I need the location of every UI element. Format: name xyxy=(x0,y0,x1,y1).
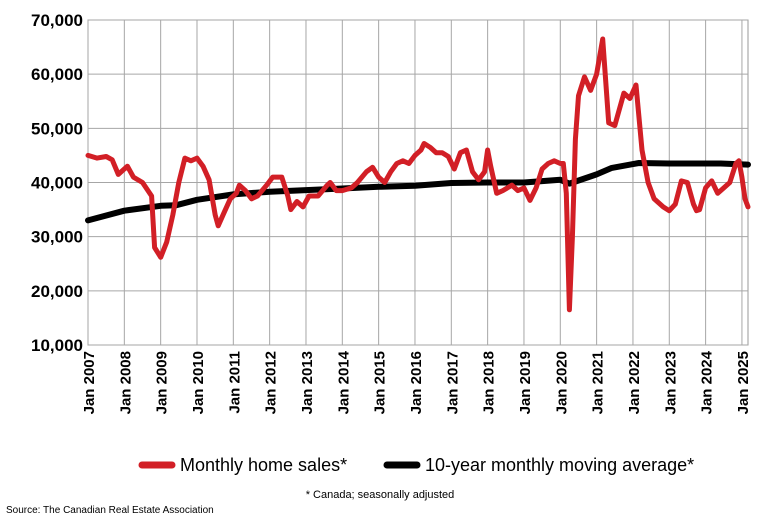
x-tick-label: Jan 2024 xyxy=(699,350,716,414)
x-tick-label: Jan 2008 xyxy=(117,351,134,414)
y-tick-label: 50,000 xyxy=(31,119,83,138)
x-tick-label: Jan 2009 xyxy=(154,351,171,414)
y-tick-label: 10,000 xyxy=(31,336,83,355)
x-tick-label: Jan 2022 xyxy=(626,351,643,414)
source-note: Source: The Canadian Real Estate Associa… xyxy=(6,505,214,516)
x-tick-label: Jan 2011 xyxy=(226,351,243,414)
y-tick-label: 40,000 xyxy=(31,174,83,193)
y-tick-label: 70,000 xyxy=(31,11,83,30)
legend: Monthly home sales* 10-year monthly movi… xyxy=(138,455,694,475)
x-tick-label: Jan 2017 xyxy=(444,351,461,414)
x-axis: Jan 2007 Jan 2008 Jan 2009 Jan 2010 Jan 2011… xyxy=(81,350,752,414)
x-tick-label: Jan 2021 xyxy=(590,351,607,414)
x-tick-label: Jan 2014 xyxy=(335,350,352,414)
x-tick-label: Jan 2023 xyxy=(662,351,679,414)
y-tick-label: 60,000 xyxy=(31,65,83,84)
x-tick-label: Jan 2015 xyxy=(372,351,389,414)
x-tick-label: Jan 2020 xyxy=(553,351,570,414)
x-tick-label: Jan 2010 xyxy=(190,351,207,414)
x-tick-label: Jan 2016 xyxy=(408,351,425,414)
y-axis: 10,000 20,000 30,000 40,000 50,000 60,000 70,0… xyxy=(31,11,83,355)
y-tick-label: 20,000 xyxy=(31,282,83,301)
legend-label-monthly-home-sales: Monthly home sales* xyxy=(180,455,347,475)
series-line-monthly-home-sales xyxy=(85,36,751,313)
x-tick-label: Jan 2025 xyxy=(735,351,752,414)
x-tick-label: Jan 2012 xyxy=(263,351,280,414)
x-tick-label: Jan 2007 xyxy=(81,351,98,414)
y-tick-label: 30,000 xyxy=(31,228,83,247)
series-layer xyxy=(85,36,751,313)
x-tick-label: Jan 2013 xyxy=(299,351,316,414)
legend-label-moving-average: 10-year monthly moving average* xyxy=(425,455,694,475)
x-tick-label: Jan 2018 xyxy=(481,351,498,414)
footnote: * Canada; seasonally adjusted xyxy=(305,489,455,501)
x-tick-label: Jan 2019 xyxy=(517,351,534,414)
